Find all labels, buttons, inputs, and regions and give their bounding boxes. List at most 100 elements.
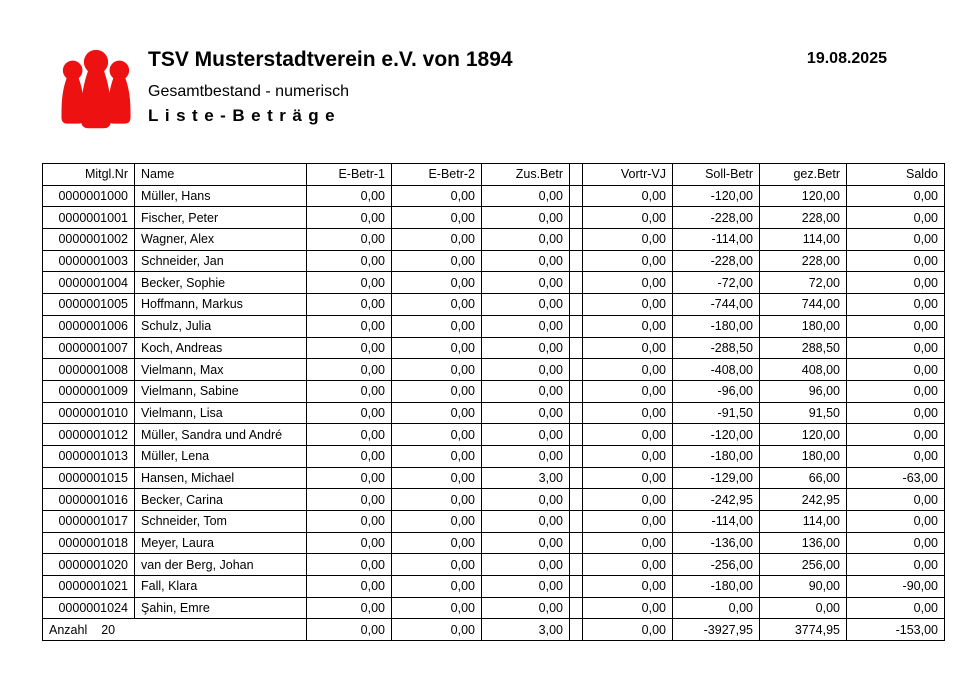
cell-gezbetr: 744,00 [759,293,847,316]
cell-sollbetr: -120,00 [672,184,760,208]
cell-saldo: 0,00 [846,206,945,230]
table-total-row: Anzahl 20 0,00 0,00 3,00 0,00 -3927,95 3774,95-… [42,618,945,642]
cell-ebetr2: 0,00 [391,336,482,360]
cell-saldo: 0,00 [846,553,945,577]
cell-zusbetr: 0,00 [481,596,570,620]
cell-mitglnr: 0000001010 [42,401,135,425]
cell-gezbetr: 136,00 [759,531,847,555]
club-title: TSV Musterstadtverein e.V. von 1894 [148,48,513,71]
column-header-gezbetr: gez.Betr [759,163,847,186]
table-header-row: Mitgl.Nr Name E-Betr-1 E-Betr-2 Zus.Betr Vort… [42,163,945,186]
footer-cell-spacer [569,618,583,642]
cell-spacer [569,293,583,316]
cell-mitglnr: 0000001017 [42,510,135,533]
cell-ebetr1: 0,00 [306,336,392,360]
table-row: 0000001008 Vielmann, Max 0,00 0,00 0,00 0,00-… [42,358,945,381]
cell-sollbetr: -228,00 [672,249,760,273]
column-header-sollbetr: Soll-Betr [672,163,760,186]
table-row: 0000001004 Becker, Sophie 0,00 0,00 0,00 0,00… [42,271,945,295]
table-row: 0000001009 Vielmann, Sabine 0,00 0,00 0,00 0,… [42,379,945,403]
cell-ebetr2: 0,00 [391,488,482,511]
footer-cell-ebetr1: 0,00 [306,618,392,642]
cell-zusbetr: 0,00 [481,444,570,468]
cell-ebetr1: 0,00 [306,293,392,316]
cell-ebetr1: 0,00 [306,553,392,577]
cell-spacer [569,184,583,208]
cell-sollbetr: -180,00 [672,314,760,338]
cell-ebetr2: 0,00 [391,206,482,230]
cell-vortrvj: 0,00 [582,596,673,620]
cell-gezbetr: 228,00 [759,249,847,273]
cell-mitglnr: 0000001020 [42,553,135,577]
table-row: 0000001020 van der Berg, Johan 0,00 0,00 0,0… [42,553,945,577]
table-row: 0000001015 Hansen, Michael 0,00 0,00 3,00 0,0… [42,466,945,490]
cell-mitglnr: 0000001006 [42,314,135,338]
table-row: 0000001005 Hoffmann, Markus 0,00 0,00 0,00 0,… [42,293,945,316]
cell-zusbetr: 0,00 [481,228,570,251]
cell-spacer [569,531,583,555]
cell-name: Meyer, Laura [134,531,307,555]
cell-vortrvj: 0,00 [582,575,673,598]
spacer-column-header [569,163,583,186]
cell-spacer [569,314,583,338]
cell-ebetr2: 0,00 [391,510,482,533]
cell-ebetr1: 0,00 [306,249,392,273]
cell-zusbetr: 0,00 [481,184,570,208]
cell-ebetr2: 0,00 [391,466,482,490]
table-row: 0000001012 Müller, Sandra und André 0,00 0,… [42,423,945,446]
cell-ebetr1: 0,00 [306,184,392,208]
cell-spacer [569,228,583,251]
table-row: 0000001001 Fischer, Peter 0,00 0,00 0,00 0,00… [42,206,945,230]
footer-cell-saldo: -153,00 [846,618,945,642]
cell-ebetr2: 0,00 [391,444,482,468]
cell-ebetr1: 0,00 [306,488,392,511]
cell-ebetr1: 0,00 [306,575,392,598]
cell-spacer [569,379,583,403]
cell-spacer [569,336,583,360]
cell-spacer [569,596,583,620]
cell-ebetr1: 0,00 [306,358,392,381]
cell-sollbetr: -408,00 [672,358,760,381]
table-row: 0000001013 Müller, Lena 0,00 0,00 0,00 0,00 -1… [42,444,945,468]
cell-gezbetr: 114,00 [759,510,847,533]
table-row: 0000001017 Schneider, Tom 0,00 0,00 0,00 0,00… [42,510,945,533]
cell-sollbetr: -744,00 [672,293,760,316]
cell-name: Hansen, Michael [134,466,307,490]
table-row: 0000001000 Müller, Hans 0,00 0,00 0,00 0,00 -1… [42,184,945,208]
cell-name: Koch, Andreas [134,336,307,360]
table-row: 0000001021 Fall, Klara 0,00 0,00 0,00 0,00 -18… [42,575,945,598]
footer-cell-vortrvj: 0,00 [582,618,673,642]
cell-gezbetr: 72,00 [759,271,847,295]
cell-ebetr2: 0,00 [391,553,482,577]
cell-spacer [569,206,583,230]
report-date: 19.08.2025 [806,50,887,67]
cell-name: Becker, Sophie [134,271,307,295]
cell-sollbetr: -180,00 [672,444,760,468]
footer-anzahl-cell: Anzahl 20 [42,618,307,642]
cell-spacer [569,466,583,490]
cell-sollbetr: -136,00 [672,531,760,555]
list-title: Liste-Beträge [148,106,342,125]
cell-mitglnr: 0000001003 [42,249,135,273]
cell-ebetr2: 0,00 [391,184,482,208]
cell-vortrvj: 0,00 [582,531,673,555]
cell-gezbetr: 120,00 [759,423,847,446]
cell-name: Becker, Carina [134,488,307,511]
cell-ebetr2: 0,00 [391,228,482,251]
cell-saldo: 0,00 [846,401,945,425]
cell-zusbetr: 0,00 [481,271,570,295]
cell-ebetr2: 0,00 [391,249,482,273]
cell-ebetr1: 0,00 [306,206,392,230]
cell-spacer [569,249,583,273]
cell-spacer [569,423,583,446]
cell-spacer [569,444,583,468]
cell-vortrvj: 0,00 [582,423,673,446]
cell-name: Hoffmann, Markus [134,293,307,316]
cell-sollbetr: -72,00 [672,271,760,295]
cell-mitglnr: 0000001000 [42,184,135,208]
cell-saldo: 0,00 [846,271,945,295]
cell-vortrvj: 0,00 [582,293,673,316]
cell-gezbetr: 114,00 [759,228,847,251]
table-row: 0000001006 Schulz, Julia 0,00 0,00 0,00 0,00-… [42,314,945,338]
